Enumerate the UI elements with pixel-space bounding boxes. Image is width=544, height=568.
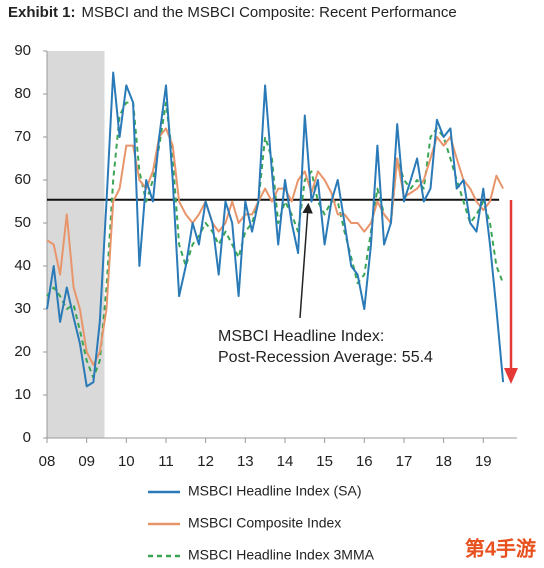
title-label: Exhibit 1: xyxy=(8,4,76,21)
watermark: 第4手游 xyxy=(465,536,536,560)
annotation: Post-Recession Average: 55.4 xyxy=(218,349,433,366)
x-tick-label: 13 xyxy=(237,453,254,470)
series-line xyxy=(46,127,504,366)
y-tick-label: 10 xyxy=(14,386,31,403)
title-text: MSBCI and the MSBCI Composite: Recent Pe… xyxy=(82,4,457,21)
y-tick-label: 0 xyxy=(23,429,31,446)
x-tick-label: 10 xyxy=(118,453,135,470)
chart-title: Exhibit 1: MSBCI and the MSBCI Composite:… xyxy=(8,4,457,21)
decline-arrowhead xyxy=(504,368,518,384)
legend-label: MSBCI Headline Index (SA) xyxy=(188,483,362,499)
y-tick-label: 30 xyxy=(14,300,31,317)
recession-shade xyxy=(47,51,105,438)
x-tick-label: 09 xyxy=(78,453,95,470)
x-tick-label: 12 xyxy=(197,453,214,470)
annotation-arrow xyxy=(299,202,313,319)
annotation: MSBCI Headline Index: xyxy=(218,328,384,345)
x-tick-label: 16 xyxy=(356,453,373,470)
legend-label: MSBCI Composite Index xyxy=(188,515,341,531)
x-tick-label: 18 xyxy=(435,453,452,470)
x-tick-label: 15 xyxy=(316,453,333,470)
series-line xyxy=(46,71,505,388)
y-tick-label: 80 xyxy=(14,85,31,102)
y-tick-label: 90 xyxy=(14,42,31,59)
x-tick-label: 19 xyxy=(475,453,492,470)
x-tick-label: 11 xyxy=(158,453,174,470)
legend-label: MSBCI Headline Index 3MMA xyxy=(188,547,375,563)
y-tick-label: 20 xyxy=(14,343,31,360)
x-tick-label: 17 xyxy=(396,453,413,470)
y-tick-label: 60 xyxy=(14,171,31,188)
x-tick-label: 14 xyxy=(277,453,294,470)
y-tick-label: 40 xyxy=(14,257,31,274)
x-tick-label: 08 xyxy=(39,453,56,470)
y-tick-label: 50 xyxy=(14,214,31,231)
y-tick-label: 70 xyxy=(14,128,31,145)
